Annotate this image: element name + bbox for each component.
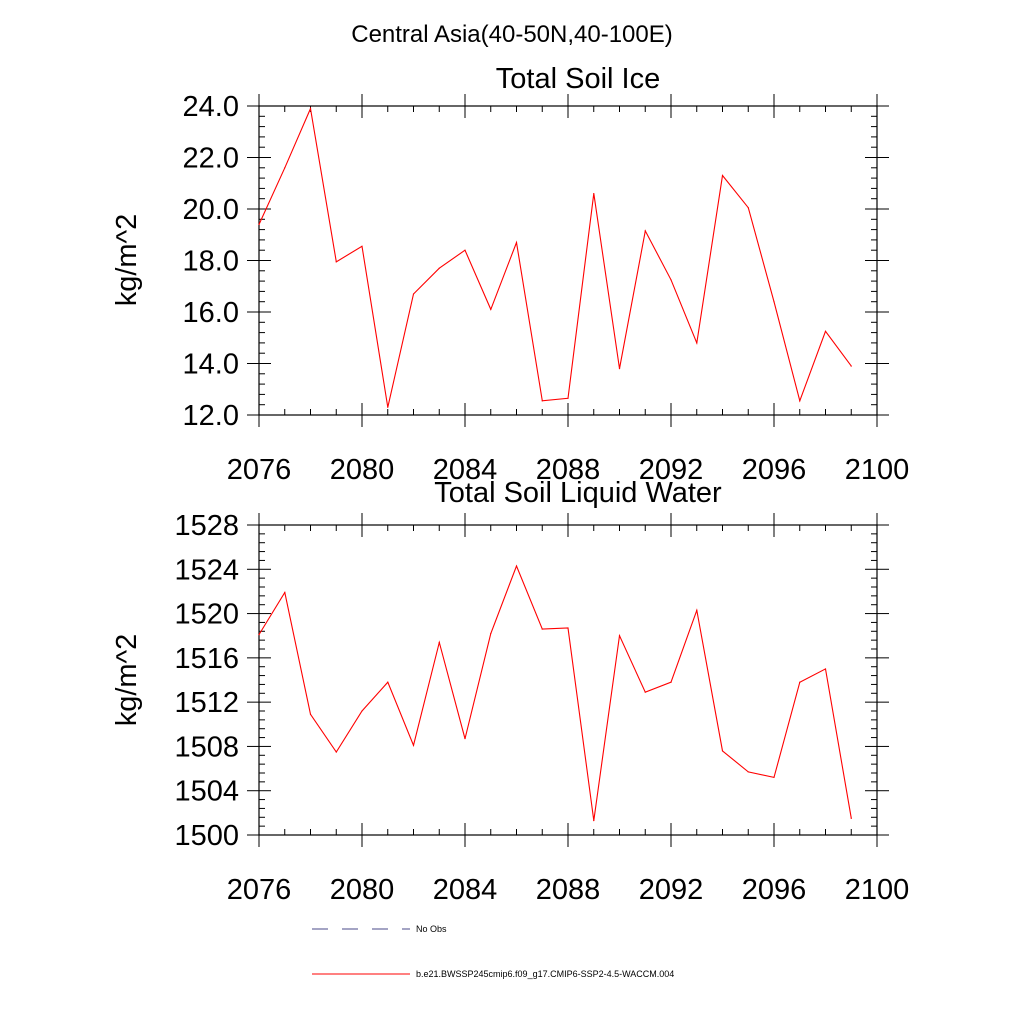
chart-0-data-point [335,261,337,263]
chart-1-title: Total Soil Liquid Water [434,477,722,509]
chart-1-data-point [618,635,621,637]
chart-1-ytick-label: 1500 [174,820,239,852]
legend-label-model: b.e21.BWSSP245cmip6.f09_g17.CMIP6-SSP2-4… [416,969,674,979]
chart-0-data-point [644,230,646,232]
legend: No Obs b.e21.BWSSP245cmip6.f09_g17.CMIP6… [312,924,674,979]
chart-0-data-point [387,406,389,408]
chart-1-data-point [284,591,286,594]
chart-0-data-point [773,301,775,303]
chart-1-ytick-label: 1528 [174,510,239,542]
chart-0-ytick-label: 14.0 [183,349,239,381]
chart-1-data-point [644,691,646,693]
chart-0-xtick-label: 2100 [845,454,910,486]
chart-1-data-point [438,641,440,643]
chart-0-data-point [258,223,260,226]
chart-0-data-point [593,192,595,195]
chart-1-xtick-label: 2080 [330,874,395,906]
chart-1-data-point [850,817,852,819]
chart-1-data-point [361,710,363,712]
chart-0-ytick-label: 16.0 [183,297,239,329]
legend-label-no-obs: No Obs [416,924,447,934]
chart-0-data-point [670,279,672,281]
chart-1-data-point [490,632,492,635]
chart-1-data-point [541,628,543,630]
chart-1-data-point [515,565,518,567]
chart-1-data-point [773,776,775,779]
figure-title: Central Asia(40-50N,40-100E) [351,21,673,48]
chart-1-xtick-label: 2088 [536,874,601,906]
chart-1-xtick-label: 2100 [845,874,910,906]
chart-1-data-point [593,820,595,822]
chart-1-data-point [721,750,724,752]
panel-total-soil-ice: Total Soil Ice kg/m^2 2076 2080 2084 2088 2092… [111,63,909,486]
chart-0-data-point [438,267,440,269]
chart-0-data-point [515,241,518,244]
chart-1-ytick-label: 1524 [174,554,239,586]
chart-1-data-point [309,713,312,715]
chart-1-data-point [670,681,672,683]
chart-1-ytick-label: 1504 [174,776,239,808]
chart-1-xtick-label: 2092 [639,874,704,906]
chart-1-data-point [747,771,749,773]
chart-0-ylabel: kg/m^2 [111,214,143,307]
chart-0-data-point [284,167,286,169]
chart-0-data-point [567,397,569,399]
chart-0-xtick-label: 2096 [742,454,807,486]
chart-0-xtick-label: 2080 [330,454,395,486]
chart-0-data-point [799,400,801,402]
chart-0-ytick-label: 20.0 [183,194,239,226]
chart-1-data-point [335,751,337,753]
chart-0-xtick-label: 2092 [639,454,704,486]
chart-1-xtick-label: 2076 [227,874,292,906]
chart-0-data-point [721,174,724,177]
chart-1-data-point [258,634,260,636]
panel-total-soil-liquid-water: Total Soil Liquid Water kg/m^2 2076 2080 208… [111,477,909,906]
chart-0-data-point [464,249,466,251]
chart-1-data-point [464,738,466,740]
chart-0-ytick-label: 22.0 [183,143,239,175]
chart-0-ytick-label: 12.0 [183,400,239,432]
chart-0-series-line [258,106,852,408]
chart-1-ylabel: kg/m^2 [111,634,143,727]
chart-0-xtick-label: 2076 [227,454,292,486]
chart-0-data-point [696,342,698,344]
chart-0-data-point [490,308,492,311]
chart-1-series-line [258,564,852,821]
chart-0-data-point [309,107,312,110]
chart-1-data-point [799,681,801,683]
chart-1-ytick-label: 1520 [174,599,239,631]
chart-1-xtick-label: 2096 [742,874,807,906]
chart-1-xtick-label: 2084 [433,874,498,906]
chart-0-title: Total Soil Ice [496,63,660,95]
chart-0-xtick-label: 2084 [433,454,498,486]
chart-1-data-point [387,681,389,683]
chart-0-xtick-label: 2088 [536,454,601,486]
chart-0-ytick-label: 24.0 [183,91,239,123]
chart-0-ytick-label: 18.0 [183,246,239,278]
chart-0-data-point [412,293,415,295]
chart-1-data-point [824,668,827,670]
chart-1-ytick-label: 1508 [174,731,239,763]
chart-1-ytick-label: 1516 [174,643,239,675]
chart-1-data-point [696,609,698,611]
chart-1-data-point [567,627,569,629]
chart-0-data-point [618,368,621,370]
chart-0-frame [258,105,878,416]
chart-1-data-point [412,744,415,746]
chart-1-ytick-label: 1512 [174,687,239,719]
chart-0-data-point [824,330,827,332]
chart-1-frame [258,524,878,836]
chart-0-data-point [747,207,749,209]
chart-0-data-point [361,245,363,247]
chart-0-data-point [541,400,543,402]
chart-0-data-point [850,365,852,367]
